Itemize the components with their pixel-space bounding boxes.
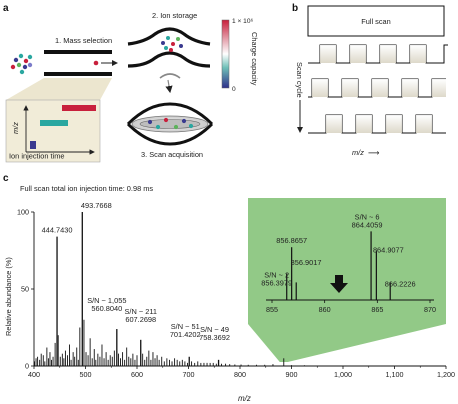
peak-sn-label: S/N ~ 51: [171, 322, 200, 331]
inset-zoom-region: [248, 198, 446, 362]
inset-mz-label: 856.9017: [291, 258, 322, 267]
spectrum-title: Full scan total ion injection time: 0.98…: [20, 184, 153, 193]
x-tick-label: 1,200: [437, 370, 455, 379]
peak-sn-label: S/N ~ 1,055: [87, 296, 126, 305]
x-tick-label: 600: [131, 370, 143, 379]
mz-arrow: ⟶: [368, 149, 380, 158]
panel-c-label: c: [3, 173, 9, 184]
x-tick-label: 700: [183, 370, 195, 379]
full-scan-label: Full scan: [361, 17, 391, 26]
colorbar-title: Charge capacity: [250, 32, 259, 86]
inset-y-label: m/z: [11, 122, 20, 134]
panel-b: b Full scan Scan cycle m/z ⟶: [292, 3, 448, 158]
x-tick-label: 800: [234, 370, 246, 379]
peak-mz-label: 701.4202: [170, 330, 201, 339]
x-tick-label: 1,000: [334, 370, 352, 379]
y-tick-label: 0: [25, 362, 29, 371]
inset-axes: 855 860 865 870: [266, 299, 436, 314]
mz-label: m/z: [352, 148, 364, 157]
inject-bar-red: [62, 105, 96, 111]
y-tick-label: 100: [17, 208, 29, 217]
step1-label: 1. Mass selection: [55, 36, 112, 45]
inset-x-tick-label: 860: [319, 305, 331, 314]
down-arrow-icon: [330, 275, 348, 293]
inset-mz-label: 864.4059: [352, 220, 383, 229]
inset-x-tick-label: 865: [371, 305, 383, 314]
x-axis-label: m/z: [238, 394, 251, 403]
inset-x-label: Ion injection time: [9, 152, 64, 161]
peak-sn-label: S/N ~ 211: [124, 307, 157, 316]
inset-mz-label: 856.8657: [276, 236, 307, 245]
spectrum-peaks: [34, 212, 305, 366]
x-tick-label: 500: [80, 370, 92, 379]
inset-x-tick-label: 870: [424, 305, 436, 314]
y-tick-label: 50: [21, 285, 29, 294]
inset-peaks: [286, 231, 391, 300]
inject-bar-teal: [40, 120, 68, 126]
segmented-scans: [308, 44, 448, 134]
step2-label: 2. Ion storage: [152, 11, 197, 20]
inset-sn-label: S/N ~ 6: [355, 212, 380, 221]
peak-mz-label: 493.7668: [81, 201, 112, 210]
inset-mz-label: 864.9077: [373, 246, 404, 255]
spectrum-axes: 400 500 600 700 800 900 1,000 1,100 1,200 0 50 100: [17, 208, 455, 380]
inset-sn-label: S/N ~ 2: [264, 271, 289, 280]
panel-a-label: a: [3, 3, 9, 14]
quad-rod-bottom: [44, 72, 112, 76]
full-scan-box: [307, 5, 445, 37]
colorbar-top-label: 1 × 10⁶: [232, 18, 254, 25]
peak-mz-label: 758.3692: [199, 333, 230, 342]
x-tick-label: 400: [28, 370, 40, 379]
quad-rod-top: [44, 50, 112, 54]
ion-cloud: [10, 53, 33, 75]
panel-c: c Full scan total ion injection time: 0.…: [3, 173, 455, 403]
x-tick-label: 900: [286, 370, 298, 379]
panel-a: a 1. Mass selection m/z Ion injectio: [3, 3, 259, 163]
stored-ions: [161, 36, 183, 52]
inset-zoom: [6, 78, 112, 100]
panel-b-label: b: [292, 3, 298, 14]
peak-sn-label: S/N ~ 49: [200, 325, 229, 334]
scan-cycle-label: Scan cycle: [295, 62, 304, 98]
transfer-arc: [159, 73, 181, 79]
ctrap-bottom: [127, 51, 211, 68]
step3-label: 3. Scan acquisition: [141, 150, 203, 159]
colorbar-bottom-label: 0: [232, 86, 236, 93]
peak-mz-label: 560.8040: [91, 304, 122, 313]
orbitrap: [126, 102, 214, 146]
peak-mz-label: 607.2698: [125, 315, 156, 324]
inset-x-tick-label: 855: [266, 305, 278, 314]
charge-colorbar: 1 × 10⁶ 0 Charge capacity: [221, 18, 259, 93]
selected-ion: [93, 60, 99, 66]
x-tick-label: 1,100: [386, 370, 404, 379]
y-axis-label: Relative abundance (%): [4, 257, 13, 336]
peak-mz-label: 444.7430: [42, 226, 73, 235]
inset-mz-label: 866.2226: [385, 279, 416, 288]
injection-inset: m/z Ion injection time: [5, 99, 101, 163]
inset-mz-label: 856.3979: [261, 279, 292, 288]
inject-bar-blue: [30, 141, 36, 149]
ctrap-top: [127, 27, 211, 46]
